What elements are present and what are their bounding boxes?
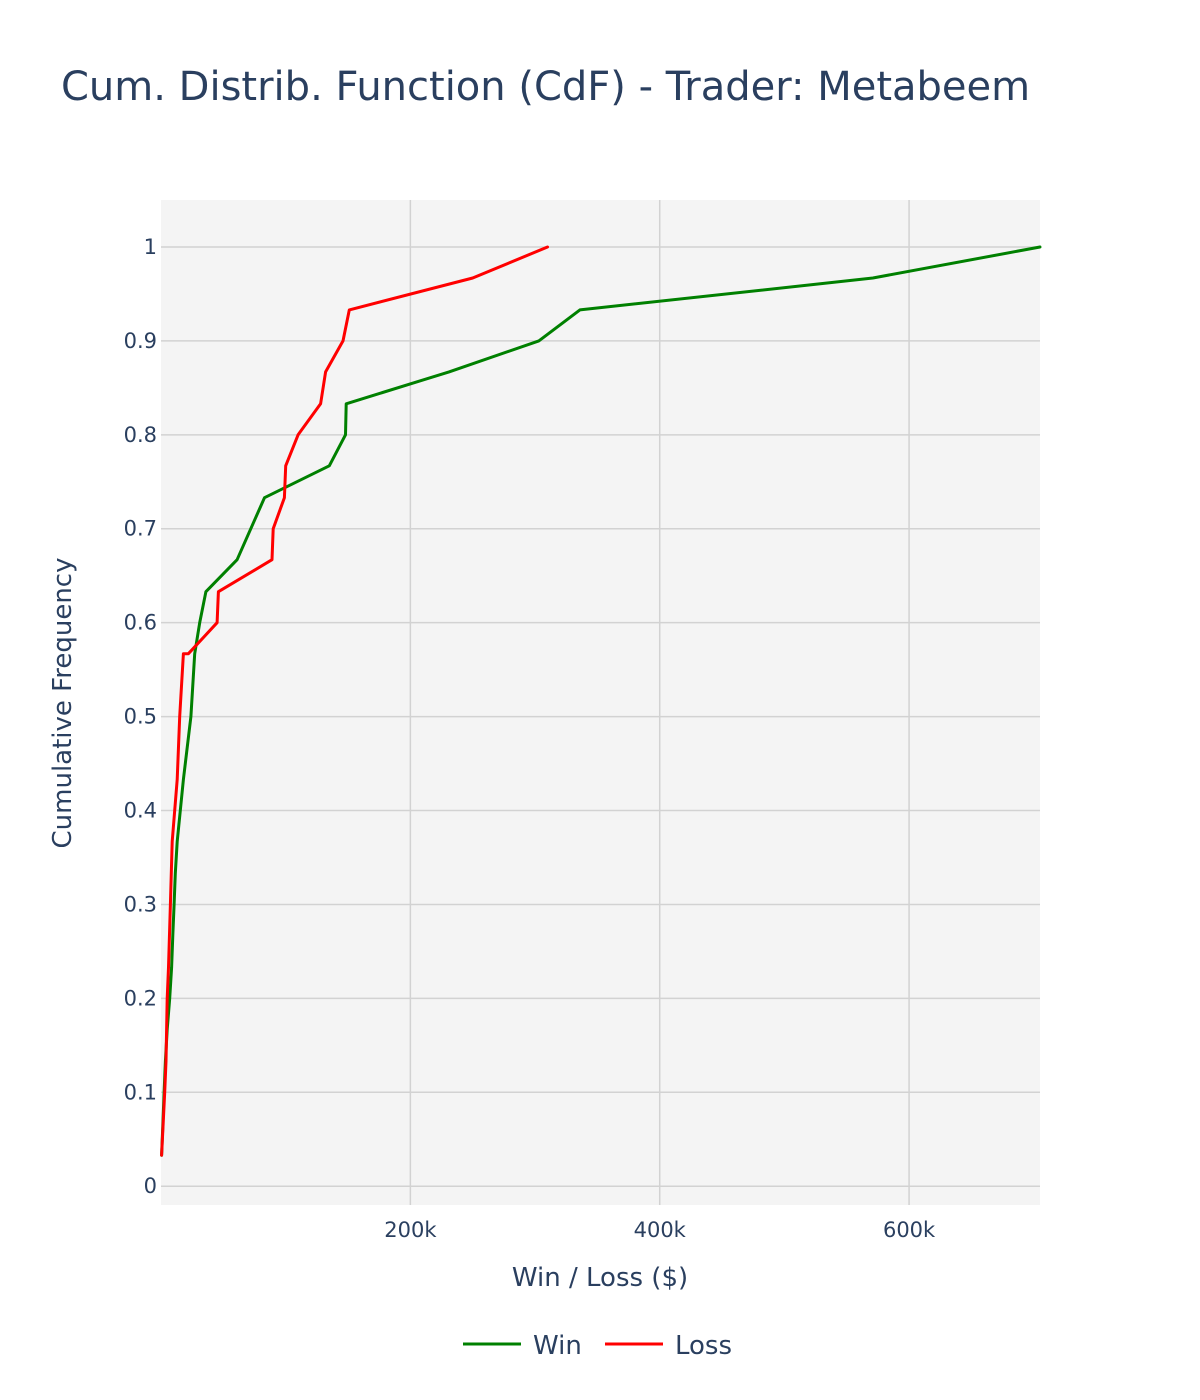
x-tick-label: 600k: [883, 1218, 936, 1242]
chart-title: Cum. Distrib. Function (CdF) - Trader: M…: [61, 64, 1030, 110]
y-tick-label: 0.8: [124, 423, 157, 447]
x-tick-label: 200k: [384, 1218, 437, 1242]
y-tick-label: 0: [144, 1174, 157, 1198]
series-line-win: [160, 245, 1042, 1157]
y-tick-label: 0.4: [124, 799, 157, 823]
y-tick-label: 0.5: [124, 705, 157, 729]
y-tick-label: 1: [144, 235, 157, 259]
y-tick-label: 0.6: [124, 611, 157, 635]
tick-layer: 0 0.1 0.2 0.3 0.4 0.5 0.6 0.7 0.8 0.9 1 200k 400k 600…: [124, 235, 936, 1242]
plot-background: [161, 200, 1040, 1205]
legend-label-loss: Loss: [675, 1331, 732, 1361]
x-tick-label: 400k: [634, 1218, 687, 1242]
series-layer: [160, 245, 1042, 1157]
y-tick-label: 0.2: [124, 986, 157, 1010]
legend-label-win: Win: [533, 1331, 582, 1361]
y-tick-label: 0.7: [124, 517, 157, 541]
y-tick-label: 0.3: [124, 892, 157, 916]
grid-layer: [161, 200, 1040, 1205]
series-line-loss: [160, 245, 549, 1157]
y-tick-label: 0.1: [124, 1080, 157, 1104]
y-axis-title: Cumulative Frequency: [48, 558, 78, 849]
y-tick-label: 0.9: [124, 329, 157, 353]
legend: Win Loss: [463, 1331, 732, 1361]
x-axis-title: Win / Loss ($): [512, 1263, 688, 1293]
